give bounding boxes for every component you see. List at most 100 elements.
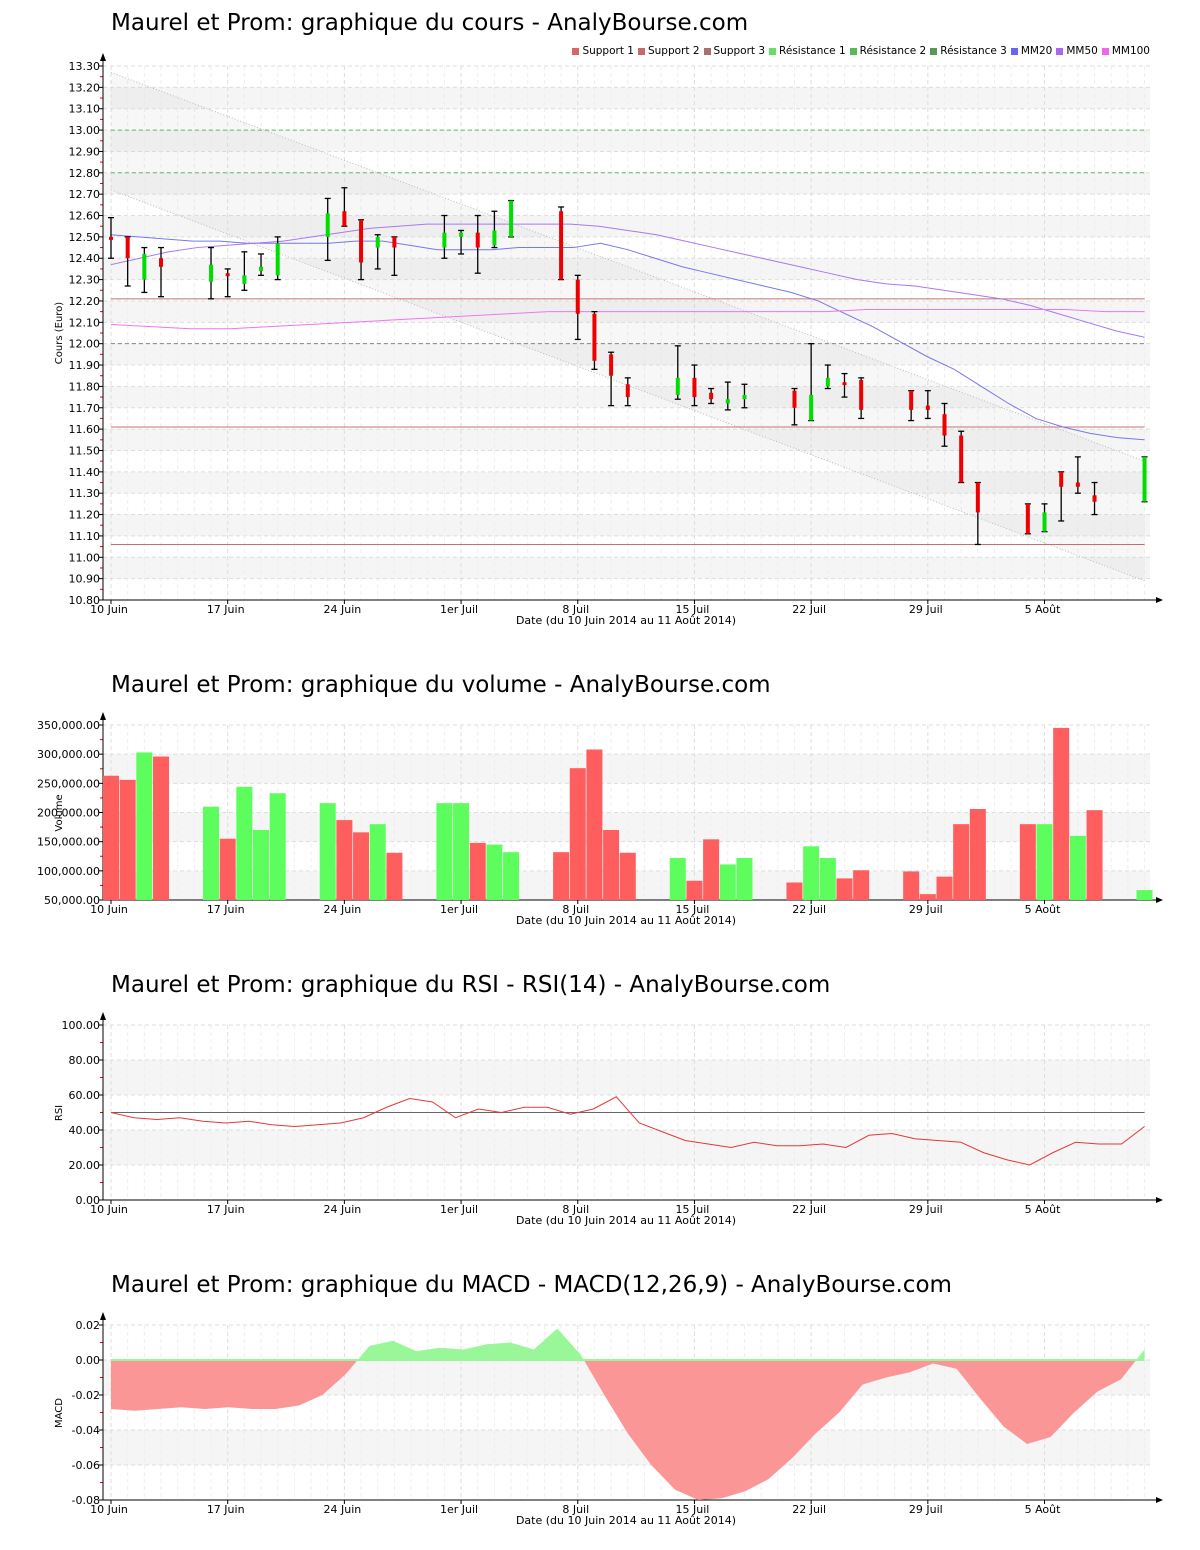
legend-swatch: [637, 47, 645, 55]
y-tick-label: 12.20: [69, 295, 101, 308]
volume-bar: [586, 749, 603, 900]
volume-bar: [686, 880, 703, 900]
y-tick-label: 12.90: [69, 145, 101, 158]
candlestick: [608, 351, 615, 407]
legend-item: MM50: [1056, 45, 1098, 57]
candlestick: [1058, 471, 1065, 522]
y-tick-label: -0.02: [72, 1389, 100, 1402]
x-tick-label: 8 Juil: [562, 603, 589, 616]
y-tick-label: 12.00: [69, 338, 101, 351]
volume-bar: [253, 830, 270, 900]
y-tick-label: 350,000.00: [37, 719, 100, 732]
x-tick-label: 1er Juil: [440, 1503, 478, 1516]
volume-bar: [836, 878, 853, 900]
candlestick: [924, 390, 931, 420]
trend-channel: [111, 72, 1145, 581]
y-tick-label: 60.00: [69, 1089, 101, 1102]
x-tick-label: 24 Juin: [324, 603, 362, 616]
candlestick: [624, 377, 631, 407]
y-axis-arrow-icon: [100, 712, 106, 720]
candlestick: [674, 345, 681, 400]
grid-band: [103, 258, 1150, 280]
x-tick-label: 5 Août: [1025, 903, 1062, 916]
x-tick-label: 15 Juil: [676, 1203, 710, 1216]
candlestick: [208, 246, 215, 300]
volume-bar: [903, 871, 920, 900]
y-tick-label: 12.10: [69, 316, 101, 329]
x-tick-label: 8 Juil: [562, 1203, 589, 1216]
candlestick: [491, 210, 498, 249]
candlestick: [574, 274, 581, 341]
candlestick: [974, 481, 981, 546]
legend-label: Résistance 2: [859, 45, 927, 57]
y-tick-label: 0.00: [76, 1354, 101, 1367]
price-chart-legend: Support 1 Support 2 Support 3 Résistance 1 R…: [572, 45, 1150, 57]
volume-bar: [453, 803, 470, 900]
legend-swatch: [769, 47, 777, 55]
legend-swatch: [703, 47, 711, 55]
legend-item: Support 3: [703, 45, 765, 57]
legend-item: MM20: [1010, 45, 1052, 57]
candlestick: [358, 219, 365, 281]
volume-bar: [353, 832, 370, 900]
candlestick: [474, 214, 481, 274]
x-tick-label: 24 Juin: [324, 903, 362, 916]
candlestick: [124, 236, 131, 287]
volume-bar: [103, 775, 119, 900]
y-axis-label: Cours (Euro): [54, 302, 65, 365]
volume-chart-title: Maurel et Prom: graphique du volume - An…: [111, 672, 771, 698]
x-tick-label: 10 Juin: [90, 603, 128, 616]
x-tick-label: 24 Juin: [324, 1203, 362, 1216]
volume-bar: [386, 852, 403, 900]
grid-band: [103, 1060, 1150, 1095]
mm20-line: [110, 234, 1145, 441]
price-chart-title: Maurel et Prom: graphique du cours - Ana…: [111, 10, 749, 36]
candlestick: [391, 236, 398, 276]
candlestick: [458, 229, 465, 255]
y-tick-label: 40.00: [69, 1124, 101, 1137]
candlestick: [1074, 456, 1081, 494]
volume-bar: [603, 830, 620, 900]
grid-band: [103, 130, 1150, 152]
volume-bar: [153, 756, 170, 900]
y-tick-label: 12.50: [69, 231, 101, 244]
legend-swatch: [1101, 47, 1109, 55]
volume-bar: [119, 779, 136, 900]
x-tick-label: 8 Juil: [562, 1503, 589, 1516]
candlestick: [374, 234, 381, 270]
volume-bar: [619, 852, 636, 900]
y-tick-label: -0.04: [72, 1424, 100, 1437]
x-tick-label: 29 Juil: [909, 603, 943, 616]
x-tick-label: 17 Juin: [207, 603, 245, 616]
volume-bar: [919, 894, 936, 900]
y-tick-label: 11.50: [69, 444, 101, 457]
y-tick-label: 80.00: [69, 1054, 101, 1067]
x-tick-label: 1er Juil: [440, 1203, 478, 1216]
grid-band: [103, 87, 1150, 109]
y-tick-label: 20.00: [69, 1159, 101, 1172]
volume-bar: [269, 793, 286, 900]
mm50-line: [110, 223, 1145, 338]
grid-band: [103, 429, 1150, 451]
y-tick-label: 10.80: [69, 594, 101, 607]
y-tick-label: 11.00: [69, 551, 101, 564]
candlestick: [824, 364, 831, 390]
rsi-line: [110, 1096, 1145, 1166]
x-axis-label: Date (du 10 Juin 2014 au 11 Août 2014): [516, 914, 736, 927]
legend-label: Support 1: [582, 45, 634, 57]
legend-item: Résistance 2: [849, 45, 927, 57]
volume-bar: [369, 824, 386, 900]
legend-label: Résistance 1: [779, 45, 846, 57]
candlestick: [224, 268, 231, 298]
grid-band: [103, 215, 1150, 237]
y-tick-label: 12.70: [69, 188, 101, 201]
x-axis-arrow-icon: [1156, 897, 1163, 903]
x-tick-label: 1er Juil: [440, 603, 478, 616]
candlestick: [591, 310, 598, 370]
legend-item: Support 1: [572, 45, 634, 57]
candlestick: [841, 372, 848, 398]
volume-bar: [569, 768, 586, 900]
grid-band: [103, 172, 1150, 195]
candlestick: [258, 253, 265, 276]
